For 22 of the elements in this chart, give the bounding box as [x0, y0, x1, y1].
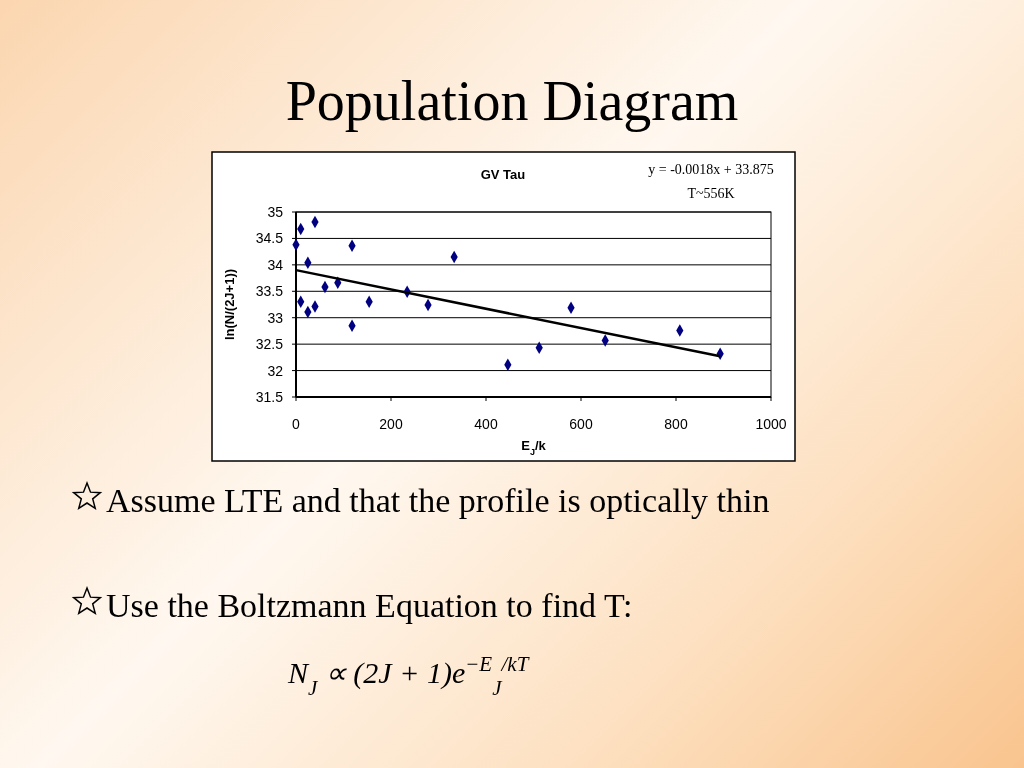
y-tick-label: 32.5: [255, 336, 284, 353]
text: y = -0.0018x + 33.875: [648, 162, 774, 177]
x-axis-title: E$_{J}$/k: [521, 438, 547, 457]
y-tick-label: 33.5: [255, 283, 284, 300]
y-axis-title: ln(N/(2J+1)): [222, 268, 237, 341]
y-tick-label: 31.5: [255, 389, 284, 405]
y-tick-label: 33: [267, 309, 284, 326]
text: T~556K: [687, 186, 735, 201]
x-tick-label: 400: [474, 416, 498, 432]
y-tick-label: 35: [267, 204, 284, 220]
text: Assume LTE and that the profile is optically thin: [105, 481, 771, 521]
chart-title: Population Diagram: [285, 70, 739, 132]
y-tick-label: 34: [267, 256, 284, 273]
x-tick-label: 200: [379, 416, 403, 432]
y-tick-label: 32: [267, 362, 284, 379]
x-tick-label: 0: [292, 416, 301, 432]
text: Use the Boltzmann Equation to find T:: [106, 586, 633, 626]
chart-subtitle: GV Tau: [480, 167, 526, 182]
y-tick-label: 34.5: [255, 230, 284, 247]
x-tick-label: 1000: [755, 416, 787, 432]
x-tick-label: 800: [664, 416, 688, 432]
x-tick-label: 600: [569, 416, 593, 432]
